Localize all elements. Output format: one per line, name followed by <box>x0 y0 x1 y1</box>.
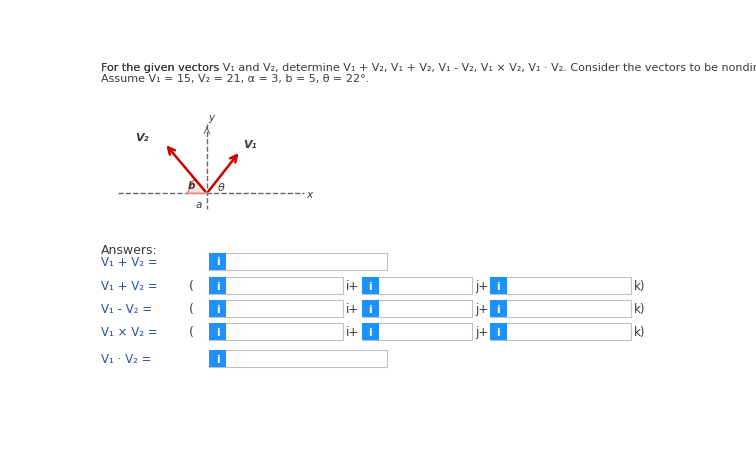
Bar <box>362 278 472 294</box>
Text: i: i <box>369 327 372 337</box>
Bar <box>362 300 379 318</box>
Bar <box>490 324 507 341</box>
Bar <box>490 278 507 294</box>
Text: i: i <box>497 327 500 337</box>
Bar <box>490 300 507 318</box>
Text: (: ( <box>189 325 194 338</box>
Text: V₁ + V₂ =: V₁ + V₂ = <box>101 280 157 293</box>
Text: V₂: V₂ <box>135 132 149 142</box>
Text: k): k) <box>634 303 646 316</box>
Bar <box>209 324 342 341</box>
Bar <box>209 278 342 294</box>
Bar <box>362 324 379 341</box>
Text: V₁ - V₂ =: V₁ - V₂ = <box>101 303 152 316</box>
Text: i: i <box>216 304 219 314</box>
Bar <box>362 324 472 341</box>
Text: For the given vectors: For the given vectors <box>101 63 222 73</box>
Text: (: ( <box>189 303 194 316</box>
Bar <box>209 350 226 368</box>
Text: y: y <box>209 113 215 123</box>
Text: i: i <box>497 281 500 291</box>
Text: i: i <box>216 257 219 267</box>
Text: x: x <box>306 190 312 200</box>
Text: i+: i+ <box>345 325 359 338</box>
Text: θ: θ <box>218 183 225 193</box>
Text: k): k) <box>634 325 646 338</box>
Bar <box>490 278 631 294</box>
Bar <box>490 300 631 318</box>
Bar <box>209 253 387 270</box>
Polygon shape <box>187 179 207 194</box>
Text: a: a <box>196 200 202 210</box>
Bar <box>490 324 631 341</box>
Text: i: i <box>497 304 500 314</box>
Text: (: ( <box>189 280 194 293</box>
Text: i: i <box>216 281 219 291</box>
Bar <box>362 300 472 318</box>
Text: V₁: V₁ <box>243 140 257 150</box>
Text: V₁ · V₂ =: V₁ · V₂ = <box>101 352 151 366</box>
Bar <box>209 324 226 341</box>
Text: j+: j+ <box>475 303 488 316</box>
Bar <box>209 278 226 294</box>
Text: b: b <box>187 181 195 191</box>
Text: j+: j+ <box>475 325 488 338</box>
Text: i: i <box>369 281 372 291</box>
Text: Assume V₁ = 15, V₂ = 21, α = 3, b = 5, θ = 22°.: Assume V₁ = 15, V₂ = 21, α = 3, b = 5, θ… <box>101 74 369 84</box>
Bar <box>209 300 226 318</box>
Text: V₁ + V₂ =: V₁ + V₂ = <box>101 255 157 268</box>
Bar <box>209 253 226 270</box>
Text: V₁ × V₂ =: V₁ × V₂ = <box>101 325 157 338</box>
Text: k): k) <box>634 280 646 293</box>
Text: i: i <box>369 304 372 314</box>
Text: i: i <box>216 327 219 337</box>
Text: Answers:: Answers: <box>101 244 157 257</box>
Bar <box>362 278 379 294</box>
Text: j+: j+ <box>475 280 488 293</box>
Text: For the given vectors V₁ and V₂, determine V₁ + V₂, V₁ + V₂, V₁ - V₂, V₁ × V₂, V: For the given vectors V₁ and V₂, determi… <box>101 63 756 73</box>
Text: i: i <box>216 354 219 364</box>
Text: i+: i+ <box>345 303 359 316</box>
Bar <box>209 350 387 368</box>
Text: i+: i+ <box>345 280 359 293</box>
Bar <box>209 300 342 318</box>
